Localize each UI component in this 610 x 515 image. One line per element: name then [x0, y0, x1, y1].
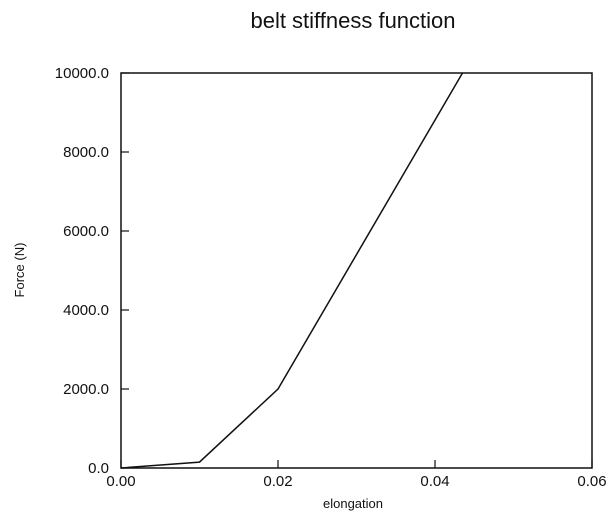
y-tick-label: 10000.0 — [55, 65, 109, 82]
y-tick-label: 8000.0 — [63, 144, 109, 161]
x-tick-label: 0.04 — [420, 473, 449, 490]
y-axis-title: Force (N) — [12, 243, 27, 298]
chart-title: belt stiffness function — [250, 8, 455, 33]
series-line — [120, 72, 464, 469]
y-tick-label: 4000.0 — [63, 302, 109, 319]
x-tick-label: 0.06 — [577, 473, 606, 490]
x-tick-label: 0.02 — [263, 473, 292, 490]
x-tick-label: 0.00 — [106, 473, 135, 490]
y-tick-label: 6000.0 — [63, 223, 109, 240]
y-tick-label: 2000.0 — [63, 381, 109, 398]
x-axis-title: elongation — [323, 496, 383, 511]
plot-frame — [120, 72, 593, 469]
y-tick-label: 0.0 — [88, 460, 109, 477]
plot-area: 0.00 0.02 0.04 0.06 0.0 2000.0 4000.0 6000.0 800… — [55, 65, 607, 490]
